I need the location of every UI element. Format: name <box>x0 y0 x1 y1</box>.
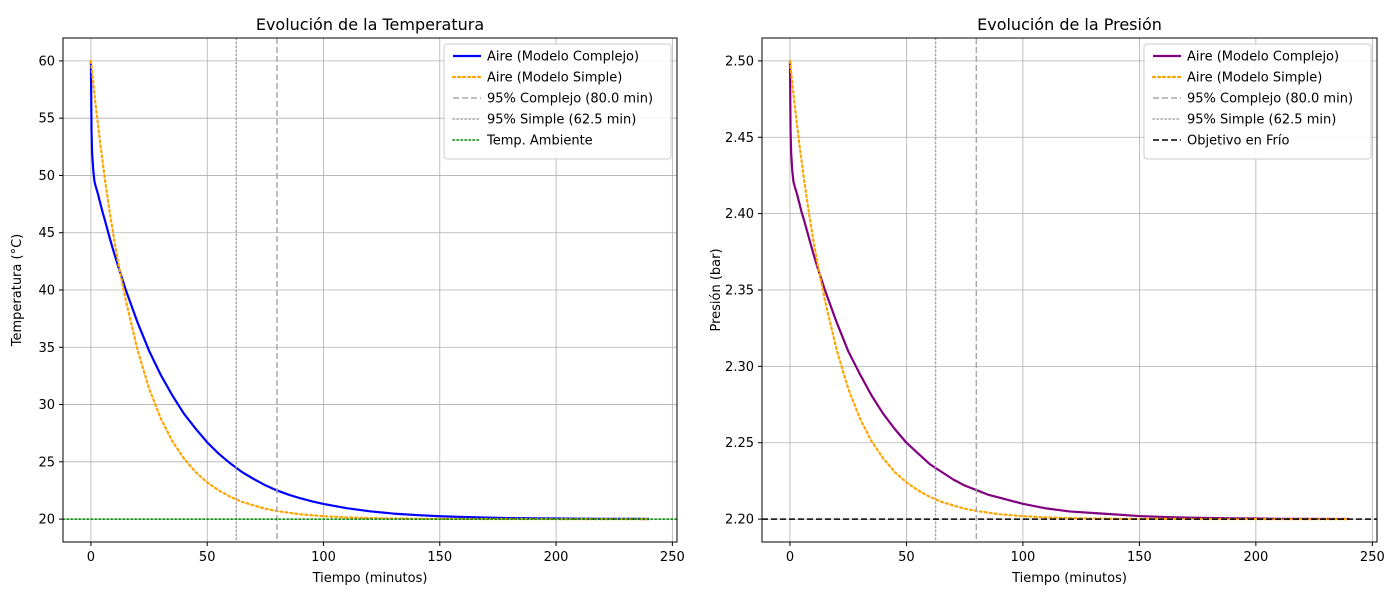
y-tick-label: 25 <box>38 455 55 470</box>
legend-label: Aire (Modelo Simple) <box>1187 71 1322 86</box>
y-axis-label: Presión (bar) <box>709 248 724 331</box>
x-tick-label: 50 <box>898 550 915 565</box>
x-tick-label: 250 <box>1360 550 1385 565</box>
y-tick-label: 50 <box>38 169 55 184</box>
x-axis-label: Tiempo (minutos) <box>1011 571 1127 586</box>
chart-title: Evolución de la Presión <box>977 15 1162 34</box>
x-tick-label: 150 <box>1127 550 1152 565</box>
y-tick-label: 55 <box>38 112 55 127</box>
x-tick-label: 200 <box>544 550 569 565</box>
y-tick-label: 60 <box>38 54 55 69</box>
x-tick-label: 100 <box>311 550 336 565</box>
legend-label: Aire (Modelo Complejo) <box>1187 50 1339 65</box>
y-tick-label: 2.45 <box>725 131 754 146</box>
legend-label: Objetivo en Frío <box>1187 134 1289 149</box>
y-tick-label: 2.50 <box>725 54 754 69</box>
series-1-line <box>788 59 1351 521</box>
x-tick-label: 150 <box>427 550 452 565</box>
legend-label: 95% Simple (62.5 min) <box>1187 113 1336 128</box>
x-tick-label: 200 <box>1243 550 1268 565</box>
legend-label: Aire (Modelo Simple) <box>487 71 622 86</box>
y-tick-label: 35 <box>38 341 55 356</box>
x-tick-label: 250 <box>660 550 685 565</box>
legend-label: 95% Complejo (80.0 min) <box>487 92 653 107</box>
y-tick-label: 2.20 <box>725 513 754 528</box>
x-tick-label: 100 <box>1010 550 1035 565</box>
legend-label: 95% Complejo (80.0 min) <box>1187 92 1353 107</box>
series-0-line <box>788 60 1350 521</box>
pressure-chart: 0 50 100 150 200 250 2.20 2.25 2.30 2.35 2.40 2.45 2… <box>709 15 1385 586</box>
legend-label: Aire (Modelo Complejo) <box>487 50 639 65</box>
temperature-chart: 0 50 100 150 200 250 20 25 30 35 40 45 50 55 60 Evoluci… <box>10 15 685 586</box>
x-tick-label: 50 <box>199 550 216 565</box>
y-tick-label: 30 <box>38 398 55 413</box>
legend-label: Temp. Ambiente <box>486 134 593 149</box>
series-0-line <box>89 60 650 521</box>
legend-box <box>443 43 672 160</box>
y-tick-label: 40 <box>38 284 55 299</box>
series-1-line <box>89 59 651 521</box>
legend-box <box>1143 43 1372 160</box>
y-tick-label: 2.40 <box>725 207 754 222</box>
chart-title: Evolución de la Temperatura <box>256 15 484 34</box>
y-tick-label: 2.30 <box>725 360 754 375</box>
y-tick-label: 2.35 <box>725 284 754 299</box>
legend-label: 95% Simple (62.5 min) <box>487 113 636 128</box>
y-tick-label: 2.25 <box>725 436 754 451</box>
legend: Aire (Modelo Complejo) Aire (Modelo Simpl… <box>443 43 672 160</box>
y-tick-label: 45 <box>38 226 55 241</box>
x-tick-label: 0 <box>87 550 95 565</box>
legend: Aire (Modelo Complejo) Aire (Modelo Simpl… <box>1143 43 1372 160</box>
x-tick-label: 0 <box>786 550 794 565</box>
x-axis-label: Tiempo (minutos) <box>312 571 428 586</box>
y-axis-label: Temperatura (°C) <box>10 234 25 347</box>
y-tick-label: 20 <box>38 513 55 528</box>
